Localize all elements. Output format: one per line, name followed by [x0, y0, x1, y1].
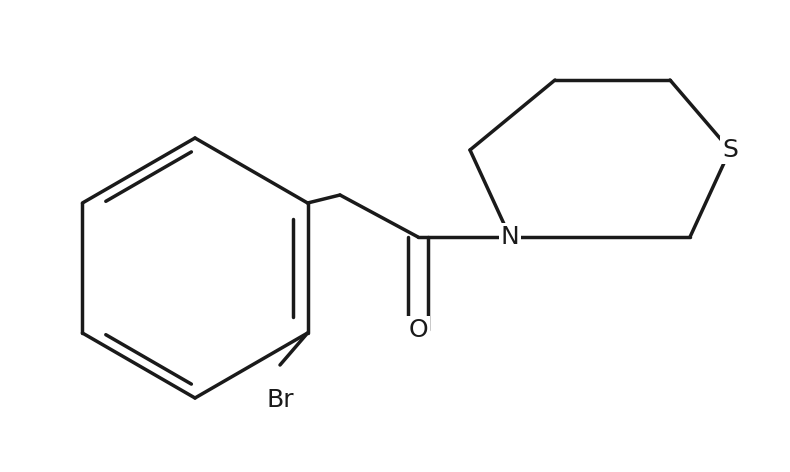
Text: Br: Br	[266, 388, 294, 412]
Text: N: N	[501, 225, 519, 249]
Text: S: S	[722, 138, 738, 162]
Text: O: O	[408, 318, 428, 342]
